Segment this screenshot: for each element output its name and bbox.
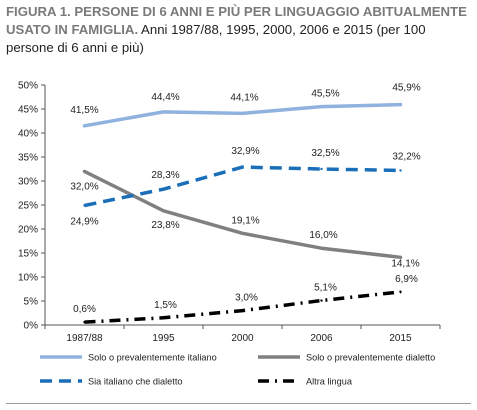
data-point bbox=[241, 232, 244, 235]
legend-label-2: Sia italiano che dialetto bbox=[88, 377, 183, 387]
data-point bbox=[399, 290, 402, 294]
y-tick-label: 10% bbox=[18, 273, 38, 284]
x-tick-label: 2015 bbox=[389, 333, 412, 344]
data-label: 44,1% bbox=[230, 92, 258, 103]
y-tick-label: 50% bbox=[18, 81, 38, 92]
data-point bbox=[162, 110, 165, 114]
x-tick-label: 2006 bbox=[310, 333, 333, 344]
x-tick-label: 2000 bbox=[231, 333, 254, 344]
data-label: 3,0% bbox=[235, 293, 258, 304]
data-point bbox=[320, 105, 323, 108]
data-point bbox=[399, 256, 402, 259]
data-point bbox=[83, 170, 86, 173]
x-tick-label: 1995 bbox=[152, 333, 175, 344]
y-tick-label: 35% bbox=[18, 153, 38, 164]
data-label: 6,9% bbox=[395, 274, 418, 285]
data-point bbox=[83, 320, 86, 324]
legend-label-1: Solo o prevalentemente dialetto bbox=[306, 353, 435, 363]
data-point bbox=[399, 103, 402, 106]
data-label: 32,2% bbox=[392, 151, 420, 162]
data-label: 16,0% bbox=[309, 230, 337, 241]
data-point bbox=[241, 112, 244, 115]
y-tick-label: 40% bbox=[18, 129, 38, 140]
data-label: 41,5% bbox=[70, 105, 98, 116]
data-point bbox=[83, 204, 86, 207]
data-point bbox=[320, 247, 323, 250]
y-tick-label: 20% bbox=[18, 225, 38, 236]
data-point bbox=[320, 167, 323, 171]
data-label: 14,1% bbox=[391, 258, 419, 269]
data-label: 32,5% bbox=[311, 148, 339, 159]
y-tick-label: 5% bbox=[24, 297, 39, 308]
data-label: 1,5% bbox=[154, 300, 177, 311]
data-point bbox=[399, 169, 402, 172]
data-label: 0,6% bbox=[73, 304, 96, 315]
y-tick-label: 15% bbox=[18, 249, 38, 260]
data-label: 23,8% bbox=[151, 220, 179, 231]
bottom-rule bbox=[6, 403, 471, 404]
data-label: 19,1% bbox=[231, 215, 259, 226]
data-label: 44,4% bbox=[151, 92, 179, 103]
chart-subtitle: Anni 1987/88, 1995, 2000, 2006 e 2015 (p… bbox=[6, 22, 426, 55]
data-point bbox=[241, 165, 244, 169]
data-point bbox=[241, 309, 244, 312]
series-line-2 bbox=[84, 165, 401, 208]
x-tick-label: 1987/88 bbox=[66, 333, 103, 344]
legend-label-0: Solo o prevalentemente italiano bbox=[88, 353, 217, 363]
data-label: 45,9% bbox=[392, 83, 420, 94]
data-label: 32,0% bbox=[70, 181, 98, 192]
y-tick-label: 30% bbox=[18, 177, 38, 188]
chart-title: FIGURA 1. PERSONE DI 6 ANNI E PIÙ PER LI… bbox=[6, 3, 471, 57]
data-point bbox=[162, 316, 165, 319]
series-line-0 bbox=[82, 102, 403, 128]
data-label: 32,9% bbox=[231, 146, 259, 157]
y-tick-label: 45% bbox=[18, 105, 38, 116]
y-tick-label: 25% bbox=[18, 201, 38, 212]
data-label: 28,3% bbox=[151, 170, 179, 181]
y-tick-label: 0% bbox=[24, 321, 39, 332]
data-label: 5,1% bbox=[314, 283, 337, 294]
data-label: 24,9% bbox=[70, 216, 98, 227]
data-label: 45,5% bbox=[311, 89, 339, 100]
data-point bbox=[162, 209, 165, 212]
chart-title-bold: FIGURA 1. PERSONE DI 6 ANNI E PIÙ PER LI… bbox=[6, 4, 467, 37]
legend-label-3: Altra lingua bbox=[306, 377, 353, 387]
data-point bbox=[320, 299, 323, 302]
data-point bbox=[83, 124, 86, 128]
data-point bbox=[162, 187, 165, 191]
